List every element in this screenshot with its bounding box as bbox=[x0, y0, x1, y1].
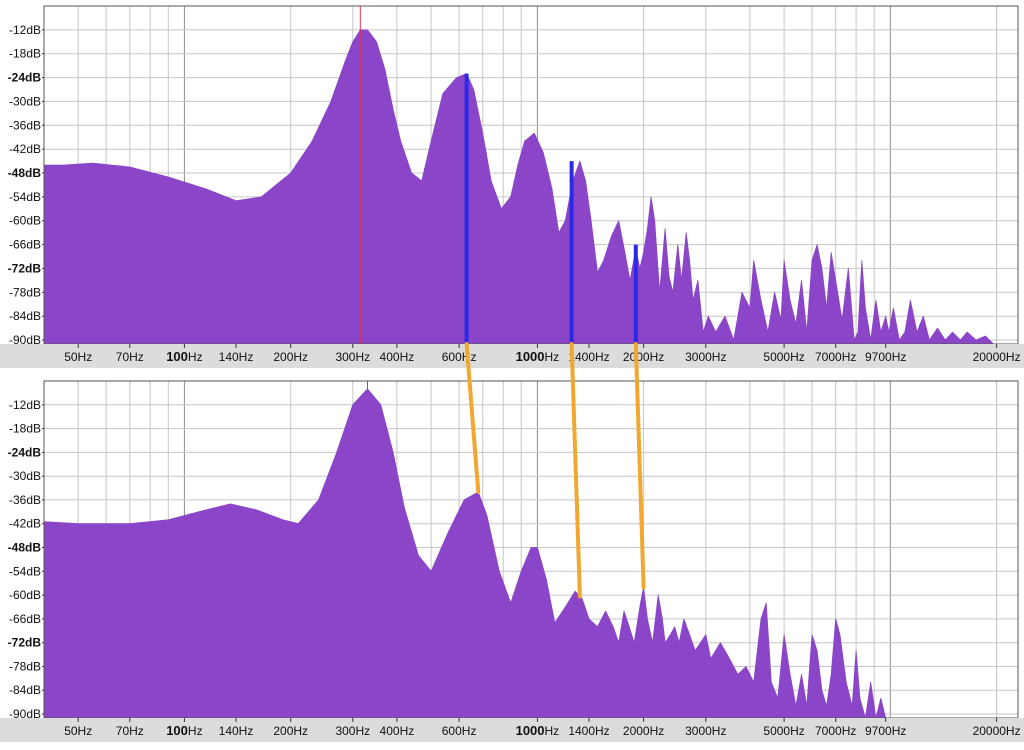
x-tick-label: 100Hz bbox=[166, 349, 202, 364]
y-tick-label: -12dB bbox=[9, 398, 41, 412]
y-tick-label: -54dB bbox=[9, 190, 41, 204]
harmonic-connector-line bbox=[569, 342, 582, 599]
x-tick-label: 7000Hz bbox=[815, 350, 856, 364]
y-tick-label: -18dB bbox=[9, 422, 41, 436]
y-tick-label: -30dB bbox=[9, 94, 41, 108]
y-tick-label: -42dB bbox=[9, 142, 41, 156]
y-tick-label: -84dB bbox=[9, 309, 41, 323]
x-axis-strip bbox=[0, 344, 1024, 368]
y-tick-label: -90dB bbox=[9, 707, 41, 721]
harmonic-connector-line bbox=[633, 342, 646, 590]
x-tick-label: 70Hz bbox=[116, 350, 144, 364]
x-tick-label: 1400Hz bbox=[568, 724, 609, 738]
y-tick-label: -36dB bbox=[9, 493, 41, 507]
y-tick-label: -66dB bbox=[9, 612, 41, 626]
x-tick-label: 140Hz bbox=[219, 724, 254, 738]
x-tick-label: 20000Hz bbox=[973, 350, 1021, 364]
y-tick-label: -30dB bbox=[9, 469, 41, 483]
y-tick-label: -48dB bbox=[8, 166, 42, 180]
x-tick-label: 600Hz bbox=[442, 724, 477, 738]
y-tick-label: -60dB bbox=[9, 588, 41, 602]
x-tick-label: 200Hz bbox=[273, 350, 308, 364]
x-tick-label: 2000Hz bbox=[623, 724, 664, 738]
x-tick-label: 140Hz bbox=[219, 350, 254, 364]
x-tick-label: 300Hz bbox=[335, 350, 370, 364]
x-tick-label: 1000Hz bbox=[516, 349, 560, 364]
x-tick-label: 5000Hz bbox=[763, 350, 804, 364]
x-tick-label: 50Hz bbox=[64, 724, 92, 738]
x-tick-label: 3000Hz bbox=[685, 350, 726, 364]
x-axis-strip bbox=[0, 718, 1024, 742]
x-tick-label: 1000Hz bbox=[516, 723, 560, 738]
x-tick-label: 2000Hz bbox=[623, 350, 664, 364]
spectrum-area bbox=[43, 388, 1019, 719]
spectrum-area bbox=[43, 29, 1019, 345]
y-tick-label: -60dB bbox=[9, 214, 41, 228]
x-tick-label: 400Hz bbox=[380, 350, 415, 364]
y-tick-label: -54dB bbox=[9, 564, 41, 578]
x-tick-label: 600Hz bbox=[442, 350, 477, 364]
x-tick-label: 300Hz bbox=[335, 724, 370, 738]
x-tick-label: 5000Hz bbox=[763, 724, 804, 738]
y-tick-label: -90dB bbox=[9, 333, 41, 347]
y-tick-label: -72dB bbox=[8, 636, 42, 650]
spectrum-panel-1: -12dB -18dB -24dB -30dB -36dB -42dB -48dB -54dB… bbox=[0, 5, 1024, 368]
y-tick-label: -12dB bbox=[9, 23, 41, 37]
x-tick-label: 7000Hz bbox=[815, 724, 856, 738]
y-tick-label: -48dB bbox=[8, 541, 42, 555]
y-tick-label: -66dB bbox=[9, 238, 41, 252]
x-tick-label: 3000Hz bbox=[685, 724, 726, 738]
x-tick-label: 9700Hz bbox=[865, 350, 906, 364]
x-tick-label: 200Hz bbox=[273, 724, 308, 738]
x-tick-label: 400Hz bbox=[380, 724, 415, 738]
y-tick-label: -72dB bbox=[8, 261, 42, 275]
y-tick-label: -18dB bbox=[9, 47, 41, 61]
harmonic-connector-line bbox=[464, 342, 481, 494]
x-tick-label: 70Hz bbox=[116, 724, 144, 738]
y-tick-label: -24dB bbox=[8, 71, 42, 85]
y-tick-label: -78dB bbox=[9, 285, 41, 299]
spectrum-panel-2: -12dB -18dB -24dB -30dB -36dB -42dB -48dB -54dB… bbox=[0, 380, 1024, 742]
x-tick-label: 1400Hz bbox=[568, 350, 609, 364]
y-tick-label: -24dB bbox=[8, 445, 42, 459]
y-tick-label: -36dB bbox=[9, 118, 41, 132]
y-tick-label: -84dB bbox=[9, 683, 41, 697]
x-tick-label: 50Hz bbox=[64, 350, 92, 364]
x-tick-label: 20000Hz bbox=[973, 724, 1021, 738]
y-tick-label: -78dB bbox=[9, 660, 41, 674]
x-tick-label: 9700Hz bbox=[865, 724, 906, 738]
y-tick-label: -42dB bbox=[9, 517, 41, 531]
x-tick-label: 100Hz bbox=[166, 723, 202, 738]
